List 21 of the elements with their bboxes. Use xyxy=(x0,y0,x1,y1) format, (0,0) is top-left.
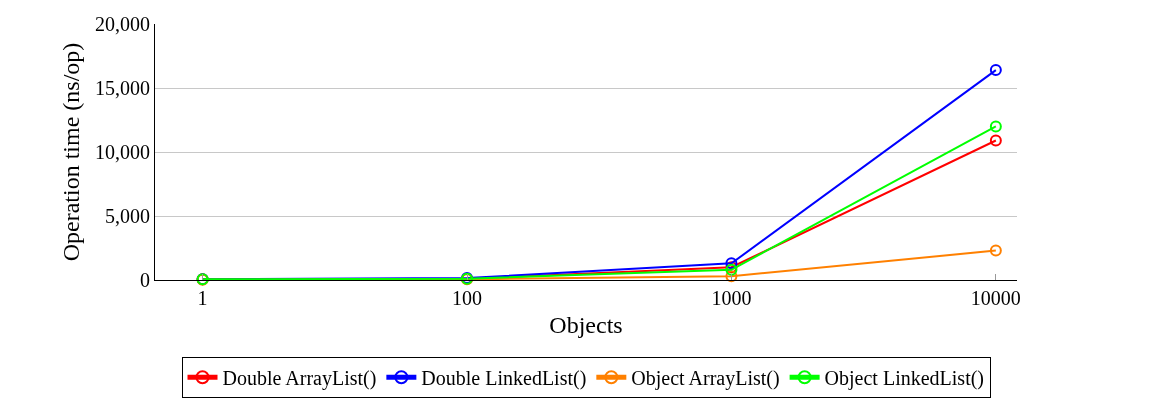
y-tick-label: 20,000 xyxy=(95,13,150,35)
x-tick-label: 1000 xyxy=(711,287,752,309)
point xyxy=(989,244,1002,257)
x-tick-label: 100 xyxy=(452,287,483,309)
point xyxy=(725,270,738,283)
legend-label: Double LinkedList() xyxy=(421,367,587,391)
legend-label: Double ArrayList() xyxy=(222,367,377,391)
x-tick-label: 10000 xyxy=(970,287,1021,309)
y-tick-label: 10,000 xyxy=(95,141,150,163)
legend-label: Object LinkedList() xyxy=(824,367,985,391)
x-tick-label: 1 xyxy=(197,287,208,309)
point xyxy=(989,120,1002,133)
x-axis-title: Objects xyxy=(549,312,623,339)
point xyxy=(725,257,738,270)
y-tick-label: 0 xyxy=(140,269,150,291)
legend-label: Object ArrayList() xyxy=(631,367,780,391)
point xyxy=(989,64,1002,77)
y-tick-label: 15,000 xyxy=(95,77,150,99)
y-tick-label: 5,000 xyxy=(105,205,150,227)
point xyxy=(989,134,1002,147)
y-axis-title: Operation time (ns/op) xyxy=(58,42,85,262)
